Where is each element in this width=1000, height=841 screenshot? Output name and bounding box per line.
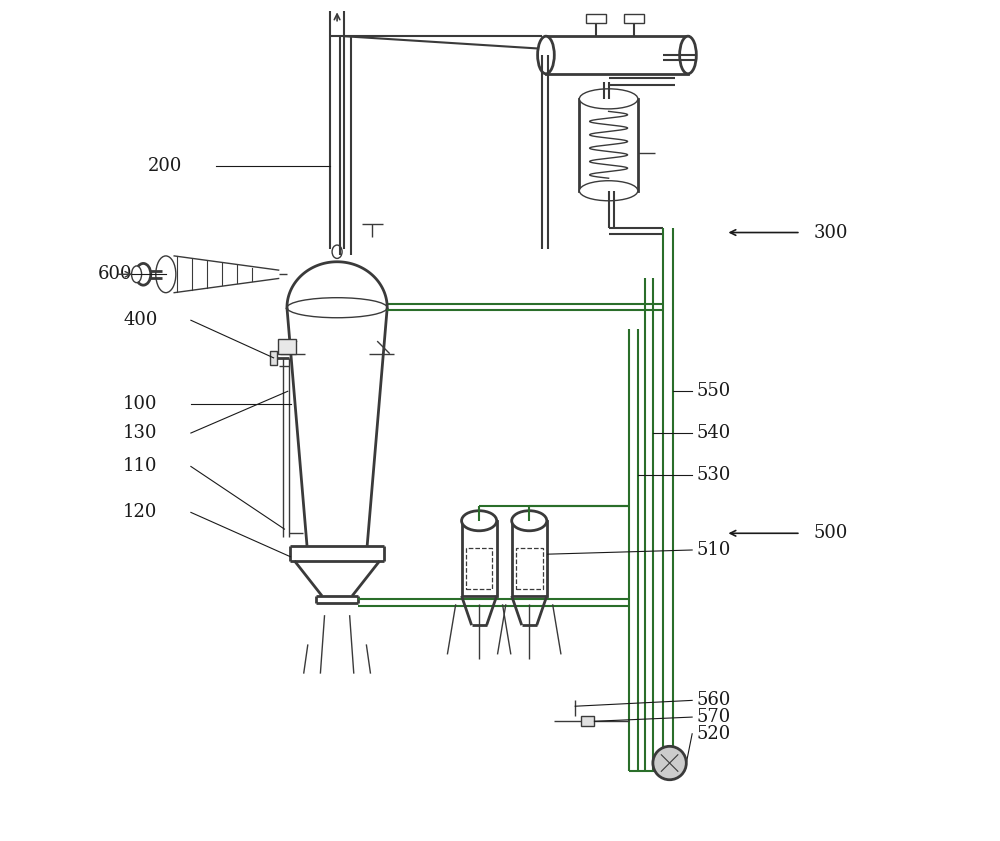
Ellipse shape	[579, 89, 638, 108]
Ellipse shape	[156, 256, 176, 293]
Bar	[516, 547, 543, 590]
Text: 130: 130	[123, 424, 157, 442]
Bar	[546, 36, 688, 74]
Bar	[270, 352, 277, 364]
Text: 540: 540	[696, 424, 731, 442]
Text: 520: 520	[696, 725, 731, 743]
Ellipse shape	[287, 298, 387, 318]
Text: 120: 120	[123, 504, 157, 521]
Bar	[278, 340, 296, 355]
Text: 100: 100	[123, 394, 157, 413]
Text: 530: 530	[696, 466, 731, 484]
Bar	[579, 99, 638, 191]
Bar	[581, 717, 594, 727]
Text: 570: 570	[696, 708, 731, 726]
Ellipse shape	[462, 510, 497, 531]
Ellipse shape	[538, 36, 554, 74]
Bar	[512, 521, 547, 596]
Bar	[466, 547, 492, 590]
Text: 550: 550	[696, 383, 731, 400]
Bar	[624, 14, 644, 23]
Ellipse shape	[332, 245, 342, 258]
Bar	[462, 521, 497, 596]
Ellipse shape	[680, 36, 696, 74]
Ellipse shape	[132, 266, 142, 283]
Text: 200: 200	[148, 156, 183, 175]
Text: 500: 500	[813, 524, 848, 542]
Text: 600: 600	[98, 265, 132, 283]
Ellipse shape	[579, 181, 638, 201]
Text: 510: 510	[696, 541, 731, 559]
Text: 560: 560	[696, 691, 731, 709]
Ellipse shape	[136, 263, 151, 285]
Ellipse shape	[512, 510, 547, 531]
Text: 400: 400	[123, 311, 157, 329]
Circle shape	[653, 746, 686, 780]
Text: 300: 300	[813, 224, 848, 241]
Bar	[586, 14, 606, 23]
Text: 110: 110	[123, 458, 157, 475]
